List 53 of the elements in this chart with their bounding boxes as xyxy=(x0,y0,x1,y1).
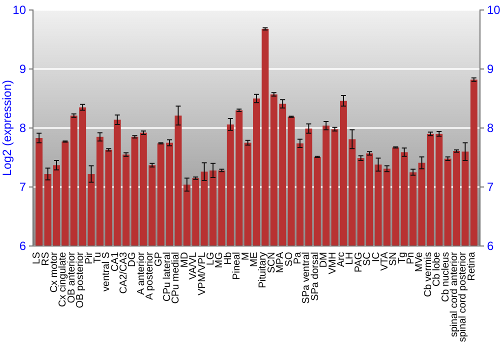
x-tick-label: LH xyxy=(344,252,356,265)
y2-tick-label: 8 xyxy=(487,120,494,135)
x-tick-label: A posterior xyxy=(144,251,156,300)
x-tick-label: Tu xyxy=(92,252,104,264)
x-tick-label: VPM/VPL xyxy=(196,252,208,296)
y2-tick-label: 6 xyxy=(487,238,494,253)
x-tick-label: CA1 xyxy=(110,252,121,272)
x-tick-label: Tg xyxy=(396,252,408,264)
x-tick-label: MVe xyxy=(414,252,426,272)
x-tick-label: Retina xyxy=(466,252,478,281)
x-tick-label: DG xyxy=(127,252,138,267)
x-tick-label: SPa dorsal xyxy=(310,252,321,301)
x-tick-label: LS xyxy=(32,252,43,264)
x-tick-label: Pa xyxy=(292,252,304,264)
y2-tick-label: 10 xyxy=(487,2,500,17)
x-tick-label: SC xyxy=(362,252,374,266)
x-tick-label: DM xyxy=(318,252,330,268)
y2-tick-label: 9 xyxy=(487,62,494,76)
x-tick-label: IC xyxy=(370,252,382,262)
x-tick-label: Hb xyxy=(222,252,234,265)
y-tick-label: 9 xyxy=(19,62,26,76)
x-tick-label: Pir xyxy=(84,251,95,264)
x-tick-label: VTA xyxy=(379,252,390,271)
y-tick-label: 8 xyxy=(19,120,26,135)
x-tick-label: CPu medial xyxy=(170,252,182,304)
x-tick-label: Cb nucleus xyxy=(440,252,452,302)
y-axis-title: Log2 (expression) xyxy=(0,80,14,176)
x-tick-label: spinal cord posterior xyxy=(458,251,469,342)
x-tick-label: Pineal xyxy=(232,252,243,280)
y-tick-label: 6 xyxy=(19,238,26,253)
x-tick-label: Arc xyxy=(336,252,347,267)
x-tick-label: A anterior xyxy=(136,251,147,295)
x-tick-label: OB anterior xyxy=(66,251,78,304)
x-tick-label: PAG xyxy=(353,252,364,272)
x-tick-label: M xyxy=(240,252,252,260)
x-tick-label: SN xyxy=(388,252,400,266)
x-tick-label: Cx cingulate xyxy=(58,252,69,308)
x-tick-label: ME xyxy=(249,252,260,267)
x-tick-label: Cb vermis xyxy=(422,252,434,298)
x-tick-label: Cb lobe xyxy=(432,252,443,286)
x-tick-label: Pituitary xyxy=(258,252,269,288)
y-tick-label: 7 xyxy=(19,180,26,194)
y-tick-label: 10 xyxy=(12,2,26,17)
x-tick-label: GP xyxy=(153,252,164,266)
x-tick-label: Cx motor xyxy=(48,251,60,293)
x-tick-label: VMH xyxy=(327,252,338,274)
x-tick-label: OB posterior xyxy=(75,251,86,308)
x-tick-label: SO xyxy=(284,252,295,266)
x-tick-label: SCN xyxy=(266,252,278,274)
y2-tick-label: 7 xyxy=(487,180,494,194)
x-tick-label: RS xyxy=(40,252,52,266)
x-tick-label: ventral S xyxy=(101,252,112,292)
x-tick-label: MPA xyxy=(275,252,286,273)
